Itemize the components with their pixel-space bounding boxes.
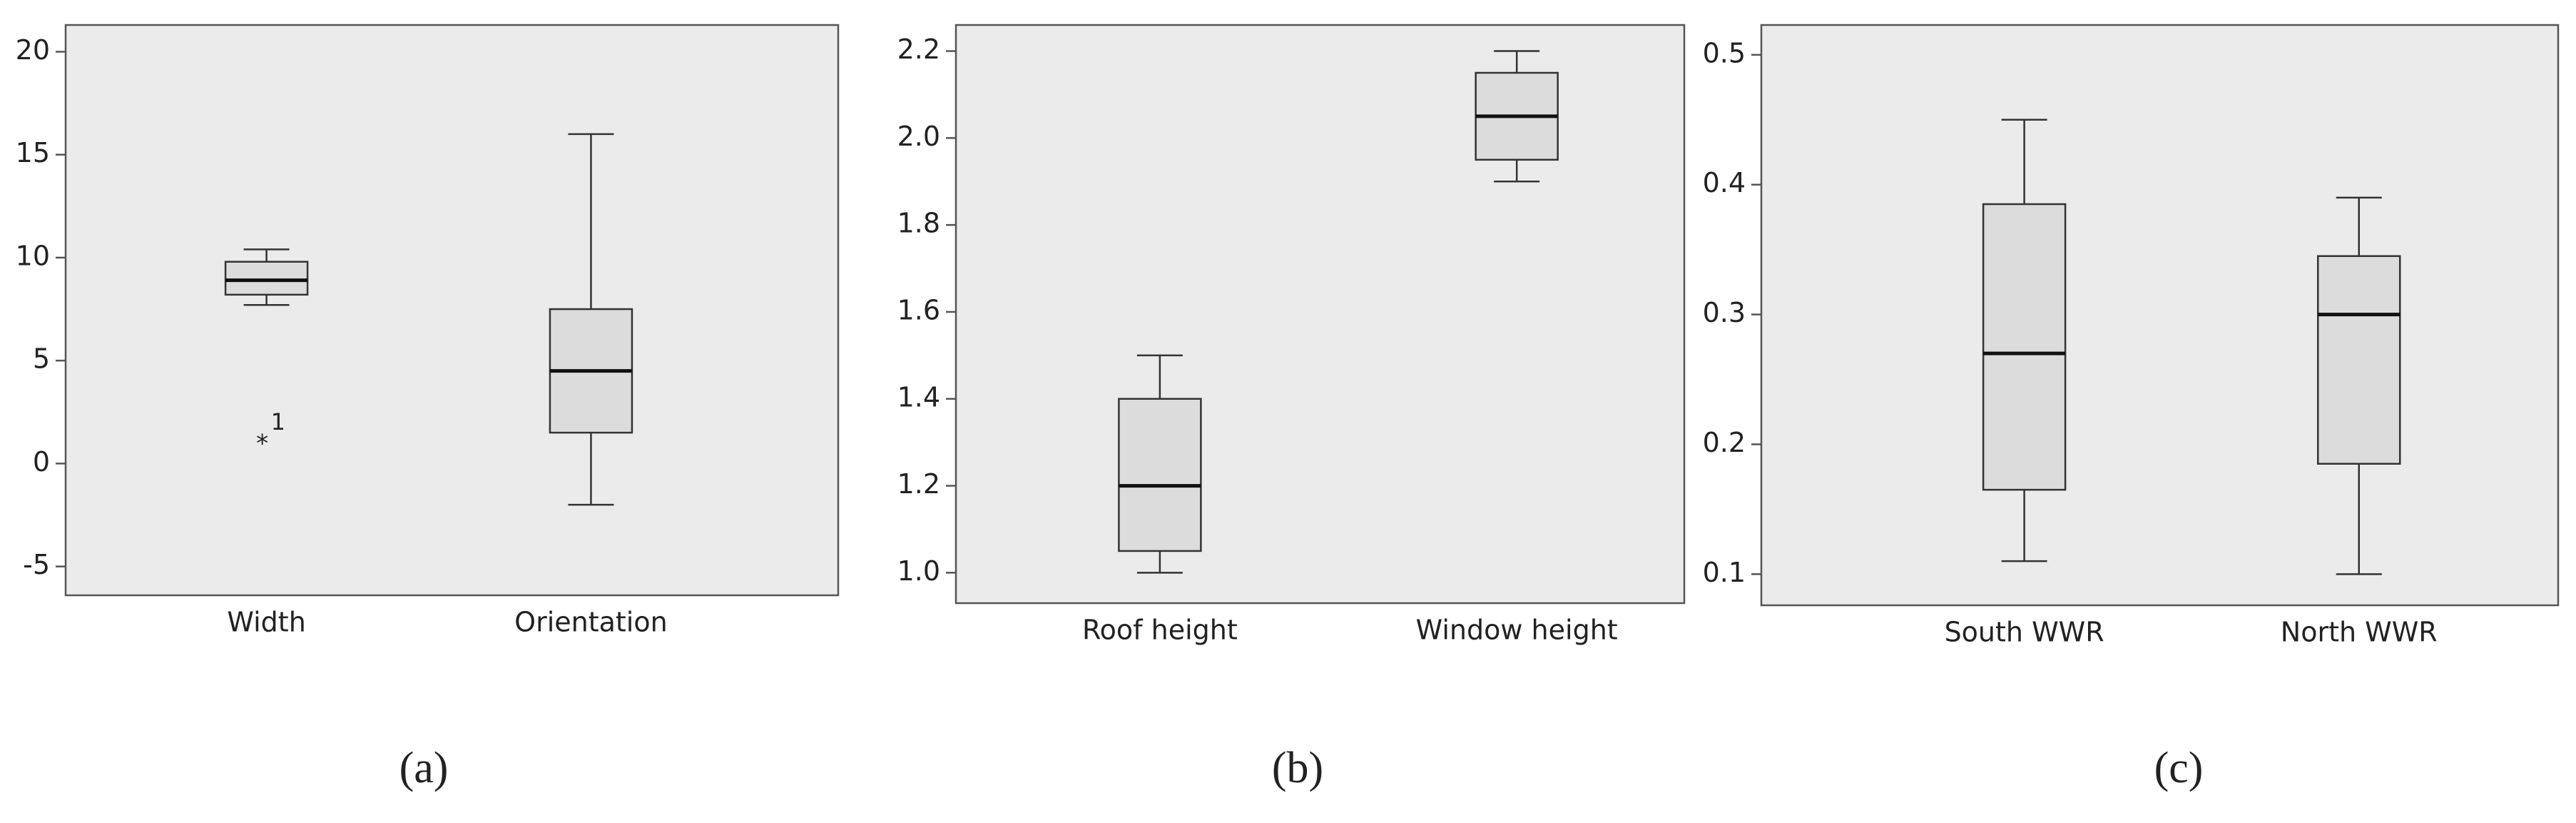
y-tick-label: 0.4: [1703, 167, 1746, 198]
y-tick-label: 1.6: [897, 294, 940, 325]
outlier: *: [256, 429, 268, 458]
x-tick-label: Orientation: [514, 607, 668, 638]
x-tick-label: Roof height: [1082, 615, 1238, 646]
y-tick-label: 2.0: [897, 121, 940, 152]
x-tick-label: North WWR: [2281, 617, 2438, 648]
plot-area: [1760, 24, 2560, 607]
y-tick-label: -5: [23, 549, 50, 580]
box: [1982, 203, 2067, 491]
y-tick-label: 1.0: [897, 555, 940, 587]
y-tick-label: 5: [33, 343, 50, 375]
y-tick-label: 15: [16, 137, 50, 168]
x-tick-label: South WWR: [1945, 617, 2104, 648]
plot-area: [64, 24, 840, 597]
y-tick-label: 0.5: [1703, 37, 1746, 69]
y-tick-label: 10: [16, 240, 50, 271]
panel-label: (b): [1272, 744, 1323, 792]
y-tick-label: 0.3: [1703, 297, 1746, 328]
panel-label: (a): [399, 744, 449, 792]
x-tick-label: Width: [227, 607, 305, 638]
y-tick-label: 2.2: [897, 34, 940, 65]
panel-label: (c): [2154, 744, 2204, 792]
y-tick-label: 1.2: [897, 468, 940, 500]
box: [1118, 398, 1202, 552]
plot-area: [954, 24, 1686, 605]
x-tick-label: Window height: [1416, 615, 1618, 646]
y-tick-label: 20: [16, 34, 50, 66]
y-tick-label: 1.4: [897, 381, 940, 413]
box: [2317, 255, 2401, 465]
y-tick-label: 0.1: [1703, 557, 1746, 588]
y-tick-label: 0.2: [1703, 427, 1746, 458]
outlier-label: 1: [271, 408, 285, 435]
y-tick-label: 0: [33, 446, 50, 478]
y-tick-label: 1.8: [897, 208, 940, 239]
box: [224, 261, 309, 296]
